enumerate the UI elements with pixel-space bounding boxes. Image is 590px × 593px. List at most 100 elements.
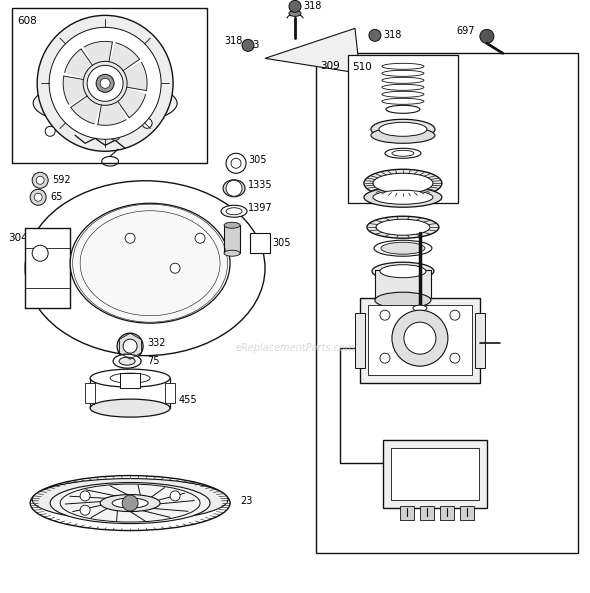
Ellipse shape — [110, 373, 150, 383]
Ellipse shape — [289, 10, 301, 17]
Circle shape — [289, 1, 301, 12]
Ellipse shape — [100, 495, 160, 512]
Bar — [440, 506, 454, 520]
Bar — [165, 383, 175, 403]
Circle shape — [170, 491, 180, 501]
Text: 592: 592 — [52, 176, 71, 185]
Ellipse shape — [382, 84, 424, 90]
Ellipse shape — [32, 479, 228, 521]
Text: 305: 305 — [272, 238, 290, 248]
Ellipse shape — [224, 250, 240, 256]
Ellipse shape — [382, 77, 424, 84]
Polygon shape — [105, 84, 146, 117]
Ellipse shape — [381, 242, 425, 254]
Circle shape — [34, 193, 42, 201]
Ellipse shape — [392, 150, 414, 157]
Text: 304: 304 — [8, 233, 28, 243]
Ellipse shape — [33, 81, 177, 126]
Circle shape — [195, 233, 205, 243]
Text: 493: 493 — [242, 40, 260, 50]
Text: 455: 455 — [178, 395, 196, 405]
Circle shape — [170, 263, 180, 273]
Text: 813: 813 — [199, 235, 218, 246]
Circle shape — [369, 30, 381, 42]
Circle shape — [125, 233, 135, 243]
Circle shape — [231, 158, 241, 168]
Circle shape — [242, 39, 254, 52]
Circle shape — [37, 15, 173, 151]
Circle shape — [404, 322, 436, 354]
Bar — [85, 383, 95, 403]
Ellipse shape — [385, 148, 421, 158]
Circle shape — [380, 353, 390, 363]
Ellipse shape — [221, 205, 247, 217]
Polygon shape — [105, 62, 147, 91]
Circle shape — [226, 153, 246, 173]
Circle shape — [30, 189, 46, 205]
Bar — [90, 378, 170, 408]
Bar — [391, 448, 479, 500]
Circle shape — [87, 65, 123, 101]
Ellipse shape — [371, 127, 435, 144]
Ellipse shape — [382, 91, 424, 97]
Ellipse shape — [25, 181, 265, 356]
Bar — [475, 313, 485, 368]
Text: 318: 318 — [383, 30, 401, 40]
Circle shape — [380, 310, 390, 320]
Circle shape — [49, 27, 161, 139]
Polygon shape — [265, 28, 360, 74]
Bar — [120, 373, 140, 388]
Circle shape — [100, 78, 110, 88]
Text: 1335: 1335 — [248, 180, 273, 190]
Ellipse shape — [374, 240, 432, 256]
Ellipse shape — [382, 63, 424, 69]
Bar — [355, 313, 365, 368]
Bar — [348, 55, 458, 203]
Ellipse shape — [386, 106, 420, 113]
Bar — [420, 506, 434, 520]
Ellipse shape — [223, 180, 245, 197]
Polygon shape — [98, 84, 126, 125]
Bar — [383, 440, 487, 508]
Circle shape — [80, 491, 90, 501]
Ellipse shape — [371, 119, 435, 139]
Text: 1397: 1397 — [248, 203, 273, 213]
Text: 318: 318 — [224, 36, 242, 46]
Polygon shape — [71, 84, 105, 124]
Ellipse shape — [364, 169, 442, 197]
Polygon shape — [63, 76, 105, 104]
Bar — [316, 53, 578, 553]
Ellipse shape — [373, 190, 433, 204]
Text: 65: 65 — [50, 192, 63, 202]
Circle shape — [122, 495, 138, 511]
Polygon shape — [84, 42, 113, 84]
Circle shape — [110, 130, 120, 141]
Ellipse shape — [70, 203, 230, 323]
Text: 318: 318 — [303, 1, 322, 11]
Bar — [400, 506, 414, 520]
Ellipse shape — [226, 208, 242, 215]
Ellipse shape — [375, 292, 431, 308]
Circle shape — [32, 173, 48, 188]
Circle shape — [123, 339, 137, 353]
Ellipse shape — [376, 219, 430, 235]
Polygon shape — [25, 228, 70, 308]
Bar — [460, 506, 474, 520]
Ellipse shape — [90, 369, 170, 387]
Circle shape — [45, 126, 55, 136]
Ellipse shape — [379, 122, 427, 136]
Polygon shape — [64, 49, 105, 84]
Ellipse shape — [113, 354, 141, 368]
Bar — [375, 270, 431, 300]
Circle shape — [450, 353, 460, 363]
Circle shape — [226, 180, 242, 196]
Bar — [360, 298, 480, 383]
Circle shape — [80, 505, 90, 515]
Circle shape — [32, 246, 48, 261]
Text: 23: 23 — [240, 496, 253, 506]
Circle shape — [36, 176, 44, 184]
Text: 332: 332 — [147, 338, 166, 348]
Bar — [12, 8, 207, 163]
Ellipse shape — [382, 98, 424, 104]
Ellipse shape — [112, 498, 148, 508]
